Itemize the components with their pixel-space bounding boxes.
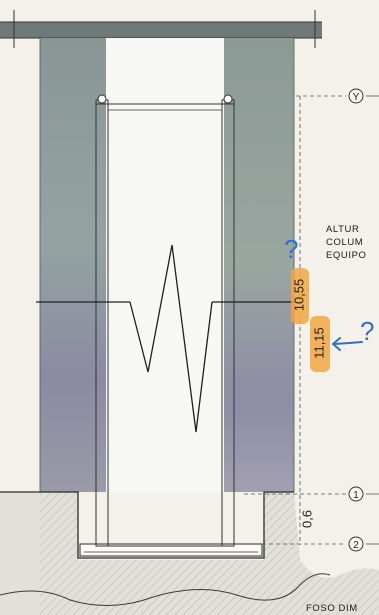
axis-marker-1 — [348, 486, 364, 502]
shaft-interior — [106, 38, 224, 492]
ground-hatch-pattern — [40, 492, 379, 615]
dimension-pit-depth: 0,6 — [299, 510, 314, 528]
top-slab-hatch — [0, 22, 322, 38]
note-line-3: EQUIPO — [326, 250, 367, 261]
handwritten-arrow-icon — [332, 337, 363, 351]
dimension-height-a: 10,55 — [291, 279, 306, 312]
left-pulley-icon — [97, 94, 107, 104]
axis-marker-y — [348, 88, 364, 104]
axis-label-2: 2 — [353, 540, 359, 551]
left-shaft-wall — [40, 38, 106, 492]
pit-outline — [0, 491, 294, 559]
axis-label-y: Y — [353, 92, 360, 103]
right-shaft-wall — [224, 38, 294, 492]
handwritten-question-1: ? — [284, 234, 298, 264]
bottom-note: FOSO DIM — [306, 603, 358, 614]
ground-break-curve — [0, 573, 331, 606]
dimension-height-b: 11,15 — [311, 327, 326, 359]
note-line-1: ALTUR — [326, 224, 359, 235]
axis-label-1: 1 — [353, 490, 359, 501]
axis-marker-2 — [348, 536, 364, 552]
right-pulley-icon — [223, 94, 233, 104]
pit-floor-slab — [79, 543, 263, 557]
highlight-11-15 — [310, 316, 330, 372]
highlight-10-55 — [291, 268, 309, 324]
note-line-2: COLUM — [326, 237, 363, 248]
handwritten-question-2: ? — [360, 316, 374, 346]
break-symbol — [129, 244, 213, 433]
